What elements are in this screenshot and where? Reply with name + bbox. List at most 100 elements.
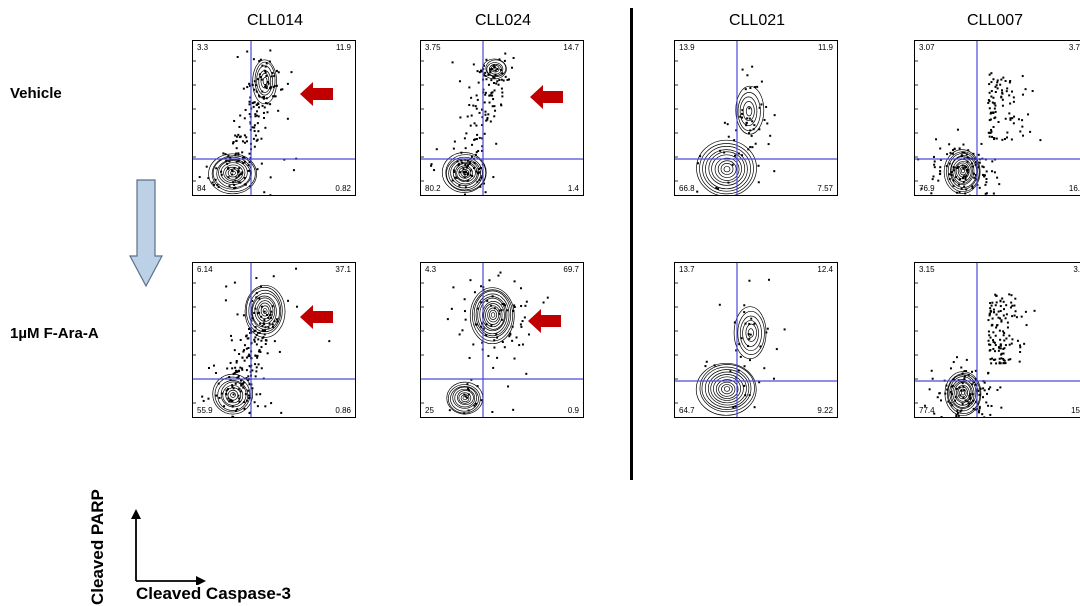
event-dot (430, 163, 433, 166)
event-dot (463, 173, 466, 176)
event-dot (246, 86, 249, 89)
event-dot (463, 193, 466, 195)
event-dot (1039, 139, 1042, 142)
flow-panel: 13.7 12.4 64.7 9.22 (674, 262, 838, 418)
event-dot (1002, 308, 1005, 311)
event-dot (968, 402, 971, 405)
event-dot (495, 82, 498, 85)
event-dot (1019, 130, 1022, 133)
contour-line (211, 155, 256, 193)
contour-line (460, 394, 470, 403)
event-dot (749, 359, 752, 362)
event-dot (259, 322, 262, 325)
event-dot (261, 329, 264, 332)
event-dot (767, 143, 770, 146)
event-dot (515, 336, 518, 339)
event-dot (253, 401, 256, 404)
event-dot (493, 115, 496, 118)
event-dot (748, 322, 751, 325)
event-dot (253, 145, 256, 148)
event-dot (235, 152, 238, 155)
event-dot (995, 313, 998, 316)
event-dot (997, 346, 1000, 349)
event-dot (492, 76, 495, 79)
event-dot (997, 120, 1000, 123)
event-dot (222, 152, 225, 155)
event-dot (239, 114, 242, 117)
quadrant-value-bottom-left: 77.4 (919, 406, 935, 415)
event-dot (1008, 94, 1011, 97)
event-dot (502, 79, 505, 82)
event-dot (993, 171, 996, 174)
event-dot (1012, 100, 1015, 103)
down-arrow-icon (129, 179, 163, 288)
event-dot (473, 138, 476, 141)
event-dot (433, 169, 436, 172)
contour-line (711, 154, 742, 184)
contour-line (230, 392, 236, 398)
quadrant-value-top-right: 12.4 (817, 265, 833, 274)
event-dot (493, 339, 496, 342)
event-dot (956, 409, 959, 412)
event-dot (704, 365, 707, 368)
event-dot (990, 72, 993, 75)
event-dot (252, 105, 255, 108)
event-dot (248, 397, 251, 400)
contour-line (745, 323, 757, 342)
event-dot (998, 183, 1001, 186)
event-dot (999, 309, 1002, 312)
event-dot (475, 323, 478, 326)
contour-line (460, 169, 470, 178)
event-dot (523, 316, 526, 319)
event-dot (965, 370, 968, 373)
event-dot (989, 336, 992, 339)
event-dot (466, 383, 469, 386)
event-dot (717, 187, 720, 190)
event-dot (277, 109, 280, 112)
event-dot (263, 329, 266, 332)
event-dot (769, 134, 772, 137)
event-dot (256, 312, 259, 315)
event-dot (750, 317, 753, 320)
event-dot (464, 147, 467, 150)
contour-line (957, 164, 969, 178)
event-dot (231, 415, 234, 417)
event-dot (272, 86, 275, 89)
event-dot (956, 128, 959, 131)
contour-line (208, 153, 257, 195)
event-dot (1010, 294, 1013, 297)
event-dot (500, 309, 503, 312)
event-dot (485, 58, 488, 61)
event-dot (971, 165, 974, 168)
contour-line (944, 371, 982, 416)
event-dot (256, 168, 259, 171)
contour-line (959, 388, 967, 398)
event-dot (749, 333, 752, 336)
event-dot (452, 286, 455, 289)
event-dot (241, 356, 244, 359)
event-dot (270, 75, 273, 78)
event-dot (962, 181, 965, 184)
event-dot (996, 87, 999, 90)
quadrant-value-top-right: 14.7 (563, 43, 579, 52)
event-dot (255, 139, 258, 142)
contour-line (458, 166, 472, 179)
event-dot (519, 287, 522, 290)
contour-line (745, 106, 753, 117)
event-dot (263, 191, 266, 194)
event-dot (715, 186, 718, 189)
event-dot (261, 104, 264, 107)
event-dot (256, 405, 259, 408)
event-dot (513, 357, 516, 360)
event-dot (228, 160, 231, 163)
event-dot (239, 390, 242, 393)
contour-line (456, 165, 474, 181)
event-dot (987, 388, 990, 391)
event-dot (452, 169, 455, 172)
contour-line (742, 101, 755, 122)
event-dot (988, 83, 991, 86)
event-dot (1003, 138, 1006, 141)
event-dot (1021, 75, 1024, 78)
event-dot (270, 310, 273, 313)
event-dot (1000, 406, 1003, 409)
